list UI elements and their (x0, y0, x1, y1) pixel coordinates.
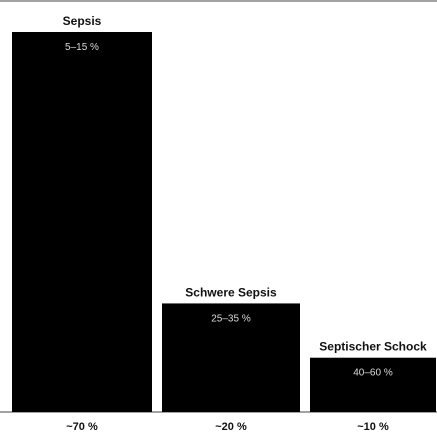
category-label-2: Schwere Sepsis (185, 285, 277, 299)
bar-2 (162, 303, 300, 412)
share-label-1: ~70 % (66, 421, 98, 433)
category-label-1: Sepsis (63, 14, 102, 28)
range-label-2: 25–35 % (211, 313, 251, 324)
share-label-2: ~20 % (215, 421, 247, 433)
bar-1 (12, 32, 152, 412)
bars-group: Sepsis 5–15 % ~70 % Schwere Sepsis 25–35 % ~2… (12, 14, 436, 433)
category-label-3: Septischer Schock (319, 340, 427, 354)
range-label-1: 5–15 % (65, 42, 99, 53)
range-label-3: 40–60 % (353, 368, 393, 379)
bar-3 (310, 357, 436, 412)
share-label-3: ~10 % (357, 421, 389, 433)
